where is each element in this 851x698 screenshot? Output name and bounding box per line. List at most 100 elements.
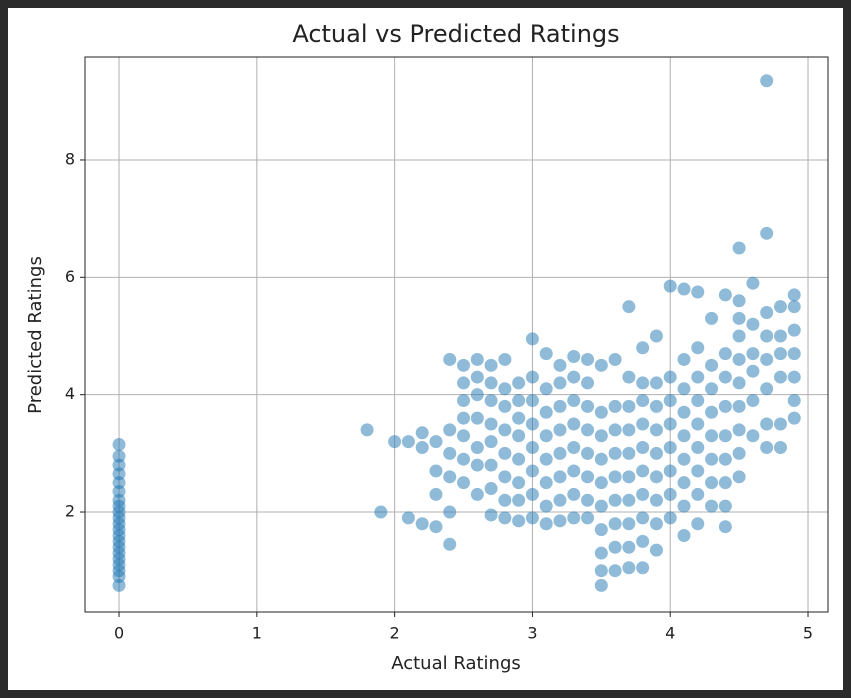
point	[457, 394, 471, 408]
point	[746, 429, 760, 443]
y-tick-label: 4	[65, 384, 75, 403]
point	[553, 358, 567, 372]
point	[594, 452, 608, 466]
point	[498, 399, 512, 413]
point	[594, 358, 608, 372]
point	[429, 464, 443, 478]
point	[525, 440, 539, 454]
point	[760, 440, 774, 454]
point	[718, 520, 732, 534]
point	[691, 285, 705, 299]
point	[553, 399, 567, 413]
point	[525, 332, 539, 346]
point	[608, 493, 622, 507]
point	[622, 493, 636, 507]
point	[636, 341, 650, 355]
plot-frame	[84, 56, 829, 613]
point	[594, 429, 608, 443]
point	[443, 446, 457, 460]
x-tick-label: 5	[803, 624, 813, 643]
point	[663, 440, 677, 454]
y-tick-label: 8	[65, 149, 75, 168]
point	[732, 329, 746, 343]
point	[539, 499, 553, 513]
point	[581, 423, 595, 437]
point	[470, 440, 484, 454]
point	[622, 540, 636, 554]
point	[360, 423, 374, 437]
point	[787, 370, 801, 384]
point	[787, 300, 801, 314]
point	[787, 411, 801, 425]
point	[581, 352, 595, 366]
point	[594, 578, 608, 592]
point	[608, 446, 622, 460]
point	[663, 417, 677, 431]
point	[636, 511, 650, 525]
point	[484, 358, 498, 372]
point	[581, 493, 595, 507]
point	[470, 458, 484, 472]
point	[649, 517, 663, 531]
point	[567, 394, 581, 408]
point	[705, 429, 719, 443]
point	[567, 440, 581, 454]
x-axis-label: Actual Ratings	[391, 653, 521, 674]
point	[718, 347, 732, 361]
point	[718, 499, 732, 513]
point	[498, 352, 512, 366]
point	[677, 452, 691, 466]
point	[525, 511, 539, 525]
point	[415, 517, 429, 531]
point	[622, 446, 636, 460]
point	[705, 382, 719, 396]
point	[525, 370, 539, 384]
point	[705, 405, 719, 419]
point	[705, 452, 719, 466]
point	[677, 528, 691, 542]
point	[484, 482, 498, 496]
point	[746, 394, 760, 408]
point	[567, 370, 581, 384]
point	[581, 376, 595, 390]
point	[705, 358, 719, 372]
point	[746, 317, 760, 331]
point	[415, 440, 429, 454]
point	[622, 561, 636, 575]
x-tick-label: 3	[527, 624, 537, 643]
point	[512, 411, 526, 425]
point	[760, 74, 774, 88]
point	[443, 537, 457, 551]
point	[539, 452, 553, 466]
point	[691, 370, 705, 384]
point	[581, 511, 595, 525]
point	[649, 329, 663, 343]
point	[484, 435, 498, 449]
point	[718, 429, 732, 443]
point	[677, 282, 691, 296]
point	[746, 347, 760, 361]
point	[608, 470, 622, 484]
point	[732, 470, 746, 484]
point	[539, 517, 553, 531]
point	[732, 241, 746, 255]
point	[594, 405, 608, 419]
point	[470, 487, 484, 501]
point	[622, 517, 636, 531]
point	[732, 399, 746, 413]
point	[484, 376, 498, 390]
point	[760, 352, 774, 366]
point	[594, 546, 608, 560]
point	[112, 438, 126, 452]
point	[773, 300, 787, 314]
point	[443, 505, 457, 519]
point	[705, 476, 719, 490]
point	[787, 323, 801, 337]
point	[608, 399, 622, 413]
point	[732, 352, 746, 366]
point	[636, 534, 650, 548]
point	[636, 464, 650, 478]
point	[718, 399, 732, 413]
point	[691, 440, 705, 454]
